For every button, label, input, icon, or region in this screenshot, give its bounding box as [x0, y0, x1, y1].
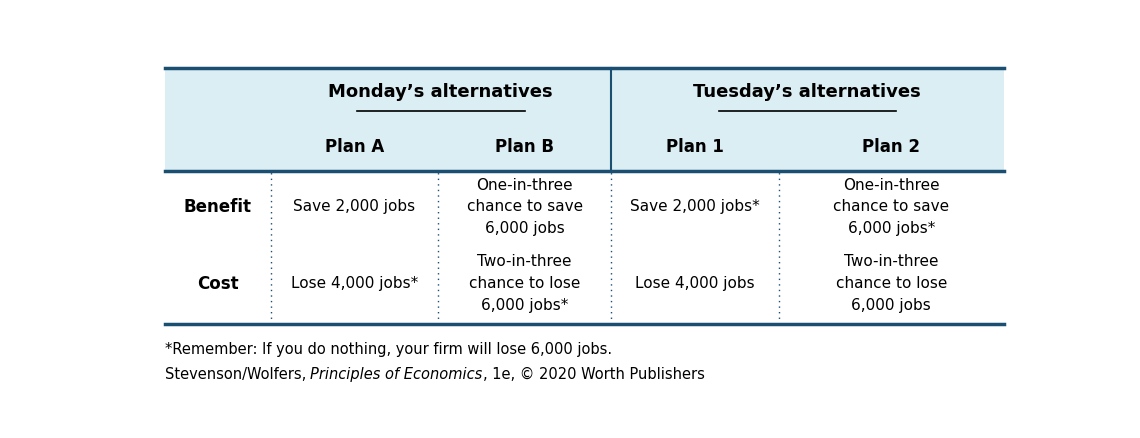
- Text: Plan A: Plan A: [325, 138, 384, 156]
- Text: Benefit: Benefit: [184, 198, 252, 216]
- Text: Save 2,000 jobs: Save 2,000 jobs: [293, 199, 416, 214]
- Text: Tuesday’s alternatives: Tuesday’s alternatives: [693, 83, 921, 101]
- Text: Plan 1: Plan 1: [666, 138, 724, 156]
- Text: One-in-three
chance to save
6,000 jobs: One-in-three chance to save 6,000 jobs: [466, 178, 583, 236]
- Bar: [164, 171, 1004, 324]
- Text: *Remember: If you do nothing, your firm will lose 6,000 jobs.: *Remember: If you do nothing, your firm …: [164, 342, 612, 357]
- Text: Plan B: Plan B: [495, 138, 554, 156]
- Bar: [164, 68, 1004, 171]
- Text: Plan 2: Plan 2: [862, 138, 920, 156]
- Text: , 1e, © 2020 Worth Publishers: , 1e, © 2020 Worth Publishers: [482, 367, 705, 382]
- Text: Two-in-three
chance to lose
6,000 jobs*: Two-in-three chance to lose 6,000 jobs*: [469, 254, 580, 313]
- Text: Stevenson/Wolfers,: Stevenson/Wolfers,: [164, 367, 310, 382]
- Text: Two-in-three
chance to lose
6,000 jobs: Two-in-three chance to lose 6,000 jobs: [836, 254, 947, 313]
- Text: Cost: Cost: [197, 275, 238, 293]
- Text: Lose 4,000 jobs*: Lose 4,000 jobs*: [291, 276, 418, 291]
- Text: Lose 4,000 jobs: Lose 4,000 jobs: [635, 276, 755, 291]
- Text: One-in-three
chance to save
6,000 jobs*: One-in-three chance to save 6,000 jobs*: [833, 178, 950, 236]
- Text: Save 2,000 jobs*: Save 2,000 jobs*: [629, 199, 759, 214]
- Text: Monday’s alternatives: Monday’s alternatives: [328, 83, 553, 101]
- Text: Principles of Economics: Principles of Economics: [310, 367, 482, 382]
